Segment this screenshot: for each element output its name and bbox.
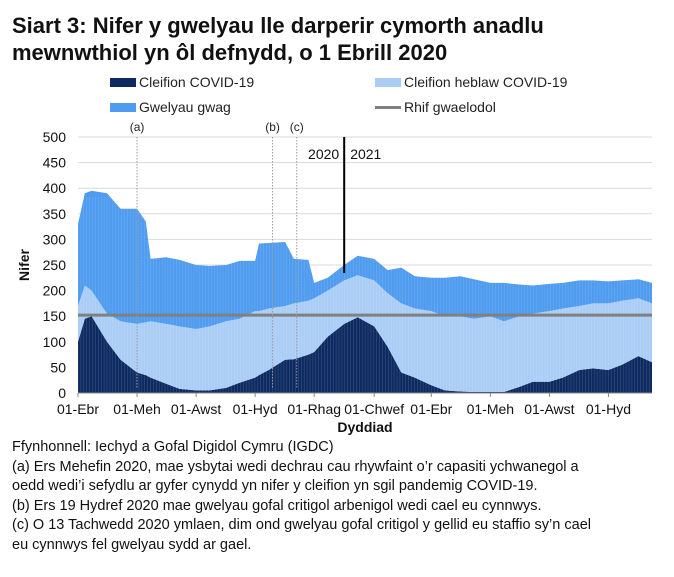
annotation-label: (b) [265, 120, 280, 134]
annotation-label: (a) [130, 120, 145, 134]
legend-swatch-covid [110, 77, 136, 87]
x-tick-label: 01-Rhag [287, 401, 341, 417]
area-non-covid-patients [78, 275, 652, 392]
legend-label: Gwelyau gwag [139, 99, 231, 115]
legend-swatch-baseline [375, 105, 401, 109]
x-tick-label: 01-Awst [171, 401, 221, 417]
area-covid-patients [78, 316, 652, 393]
legend-label: Cleifion heblaw COVID-19 [404, 74, 568, 90]
x-tick-label: 01-Meh [467, 401, 514, 417]
y-axis-label: Nifer [16, 249, 32, 281]
x-axis-label: Dyddiad [337, 419, 392, 435]
x-tick-label: 01-Ebr [410, 401, 452, 417]
x-tick-label: 01-Ebr [57, 401, 99, 417]
source-note: Ffynhonnell: Iechyd a Gofal Digidol Cymr… [12, 439, 334, 455]
legend-item-non-covid: Cleifion heblaw COVID-19 [375, 74, 567, 90]
legend-item-covid: Cleifion COVID-19 [110, 74, 254, 90]
y-tick-label: 400 [43, 180, 67, 196]
y-tick-label: 50 [50, 359, 66, 375]
y-tick-label: 200 [43, 283, 67, 299]
note-c-cont: eu cynnwys fel gwelyau sydd ar gael. [12, 536, 252, 553]
note-c: (c) O 13 Tachwedd 2020 ymlaen, dim ond g… [12, 517, 591, 533]
area-empty-beds [78, 190, 652, 329]
legend-swatch-non-covid [375, 77, 401, 87]
x-tick-label: 01-Hyd [233, 401, 278, 417]
legend-swatch-empty [110, 102, 136, 112]
y-tick-label: 300 [43, 231, 67, 247]
y-tick-label: 450 [43, 155, 67, 171]
legend-item-baseline: Rhif gwaelodol [375, 99, 496, 115]
x-tick-label: 01-Hyd [586, 401, 631, 417]
y-tick-label: 150 [43, 308, 67, 324]
note-a: (a) Ers Mehefin 2020, mae ysbytai wedi d… [12, 458, 579, 475]
chart-plot: (a) (b) (c) 2020 2021 0 50 100 150 200 250 300 350 4… [16, 120, 652, 435]
y-tick-label: 100 [43, 334, 67, 350]
x-tick-label: 01-Awst [524, 401, 574, 417]
y-tick-label: 0 [58, 385, 66, 401]
x-tick-label: 01-Chwef [344, 401, 404, 417]
y-tick-label: 250 [43, 257, 67, 273]
year-label-2021: 2021 [350, 146, 381, 162]
y-tick-label: 350 [43, 206, 67, 222]
year-label-2020: 2020 [308, 146, 339, 162]
note-a-cont: oedd wedi’i sefydlu ar gyfer cynydd yn n… [12, 478, 538, 494]
y-tick-label: 500 [43, 129, 67, 145]
legend-item-empty: Gwelyau gwag [110, 99, 231, 115]
chart-title: Siart 3: Nifer y gwelyau lle darperir cy… [12, 13, 544, 65]
footnotes: Ffynhonnell: Iechyd a Gofal Digidol Cymr… [12, 438, 672, 555]
note-b: (b) Ers 19 Hydref 2020 mae gwelyau gofal… [12, 497, 542, 514]
legend-label: Rhif gwaelodol [404, 99, 496, 115]
annotation-label: (c) [290, 120, 304, 134]
x-tick-label: 01-Meh [113, 401, 160, 417]
legend-label: Cleifion COVID-19 [139, 74, 255, 90]
